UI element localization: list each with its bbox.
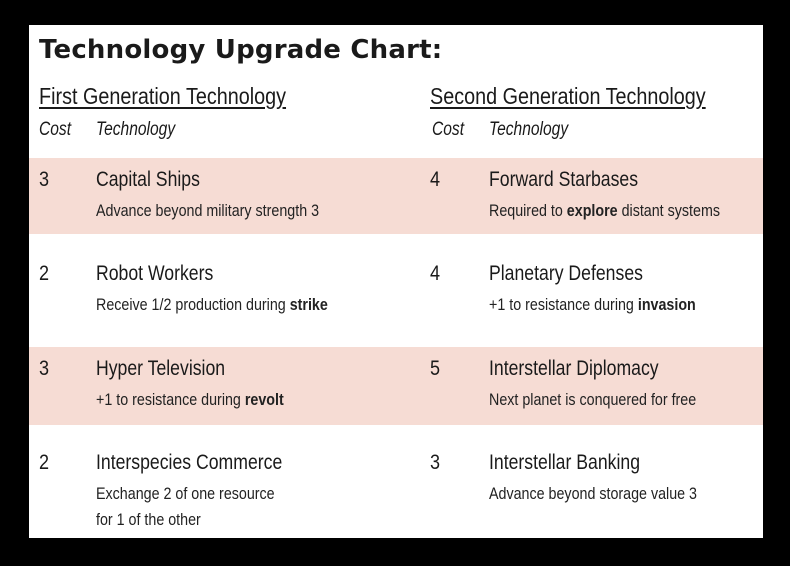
first-tech-label: Technology	[96, 119, 176, 140]
table-row: 2 Robot Workers Receive 1/2 production d…	[29, 252, 763, 347]
technology-name: Interstellar Diplomacy	[489, 357, 659, 380]
cost-value: 2	[39, 262, 50, 285]
first-generation-heading: First Generation Technology	[39, 83, 287, 109]
technology-description: Next planet is conquered for free	[489, 390, 697, 409]
technology-name: Interspecies Commerce	[96, 451, 283, 474]
technology-description: Exchange 2 of one resource for 1 of the o…	[96, 484, 275, 529]
technology-description: Receive 1/2 production during strike	[96, 295, 328, 314]
technology-name: Forward Starbases	[489, 168, 639, 191]
cost-value: 5	[430, 357, 441, 380]
second-tech-label: Technology	[489, 119, 569, 140]
table-row: 3 Hyper Television +1 to resistance duri…	[29, 347, 763, 425]
table-row: 2 Interspecies Commerce Exchange 2 of on…	[29, 441, 763, 538]
technology-description: Advance beyond storage value 3	[489, 484, 698, 503]
technology-name: Capital Ships	[96, 168, 200, 191]
cost-value: 3	[39, 168, 50, 191]
technology-name: Interstellar Banking	[489, 451, 641, 474]
cost-value: 3	[39, 357, 50, 380]
second-cost-label: Cost	[432, 119, 465, 140]
technology-description: +1 to resistance during invasion	[489, 295, 696, 314]
cost-value: 2	[39, 451, 50, 474]
cost-value: 4	[430, 262, 441, 285]
cost-value: 4	[430, 168, 441, 191]
technology-name: Hyper Television	[96, 357, 226, 380]
chart-title: Technology Upgrade Chart:	[39, 35, 443, 65]
table-row: 3 Capital Ships Advance beyond military …	[29, 158, 763, 234]
cost-value: 3	[430, 451, 441, 474]
technology-description: Required to explore distant systems	[489, 201, 720, 220]
second-generation-heading: Second Generation Technology	[430, 83, 706, 109]
technology-chart-card: Technology Upgrade Chart: First Generati…	[29, 25, 763, 538]
first-cost-label: Cost	[39, 119, 72, 140]
technology-description: +1 to resistance during revolt	[96, 390, 284, 409]
technology-description: Advance beyond military strength 3	[96, 201, 320, 220]
technology-name: Robot Workers	[96, 262, 214, 285]
technology-name: Planetary Defenses	[489, 262, 643, 285]
